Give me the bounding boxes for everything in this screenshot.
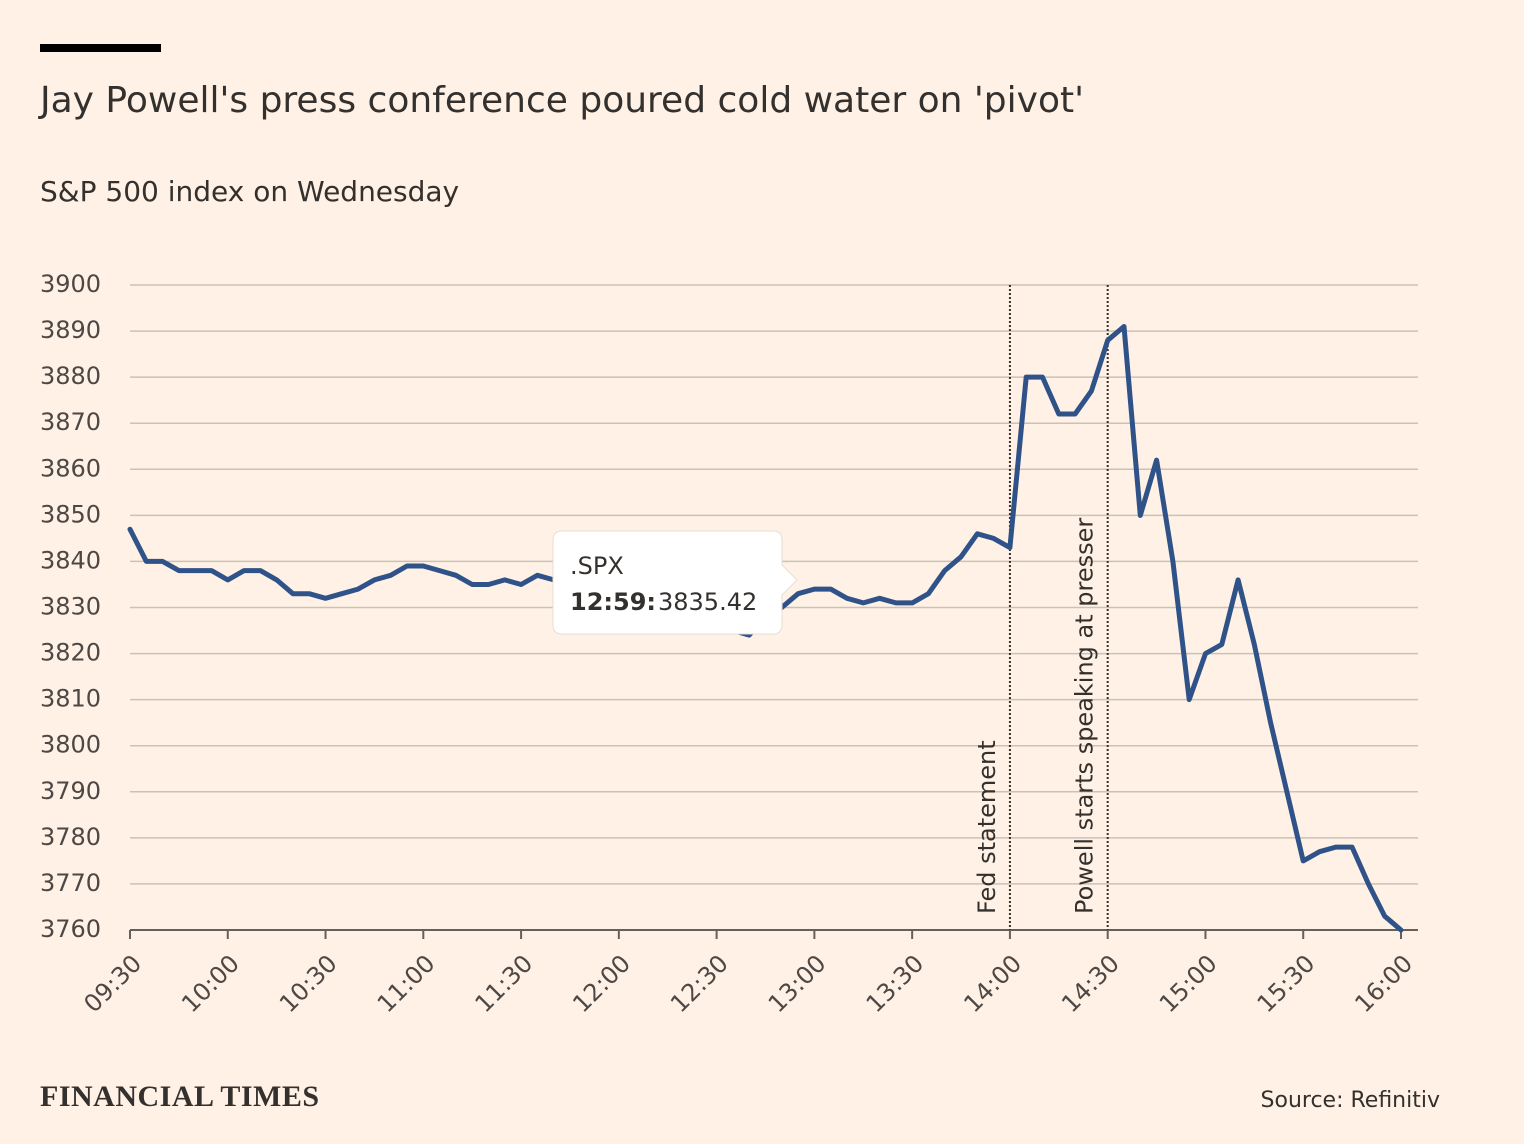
y-tick-label: 3810 bbox=[40, 685, 101, 713]
y-tick-label: 3770 bbox=[40, 869, 101, 897]
y-tick-label: 3820 bbox=[40, 639, 101, 667]
y-tick-label: 3890 bbox=[40, 316, 101, 344]
brand: FINANCIAL TIMES bbox=[40, 1080, 320, 1113]
y-tick-label: 3850 bbox=[40, 500, 101, 528]
tooltip-box bbox=[552, 530, 798, 635]
tooltip-time: 12:59: bbox=[570, 588, 656, 616]
title-bar bbox=[40, 44, 161, 52]
source: Source: Refinitiv bbox=[1261, 1088, 1440, 1113]
y-tick-label: 3870 bbox=[40, 408, 101, 436]
chart-subtitle: S&P 500 index on Wednesday bbox=[40, 175, 459, 208]
y-tick-label: 3880 bbox=[40, 362, 101, 390]
y-tick-label: 3780 bbox=[40, 823, 101, 851]
tooltip: .SPX 12:59: 3835.42 bbox=[552, 530, 798, 635]
y-tick-label: 3800 bbox=[40, 731, 101, 759]
y-tick-label: 3840 bbox=[40, 546, 101, 574]
y-tick-label: 3860 bbox=[40, 454, 101, 482]
y-tick-label: 3790 bbox=[40, 777, 101, 805]
tooltip-series: .SPX bbox=[570, 552, 624, 580]
tooltip-value: 3835.42 bbox=[658, 588, 757, 616]
chart-title: Jay Powell's press conference poured col… bbox=[38, 80, 1084, 121]
y-tick-label: 3900 bbox=[40, 270, 101, 298]
y-tick-label: 3760 bbox=[40, 915, 101, 943]
y-tick-label: 3830 bbox=[40, 593, 101, 621]
annotation-label: Powell starts speaking at presser bbox=[1071, 518, 1099, 914]
plot: Fed statement Powell starts speaking at p… bbox=[127, 285, 1404, 933]
annotation-label: Fed statement bbox=[973, 740, 1001, 914]
